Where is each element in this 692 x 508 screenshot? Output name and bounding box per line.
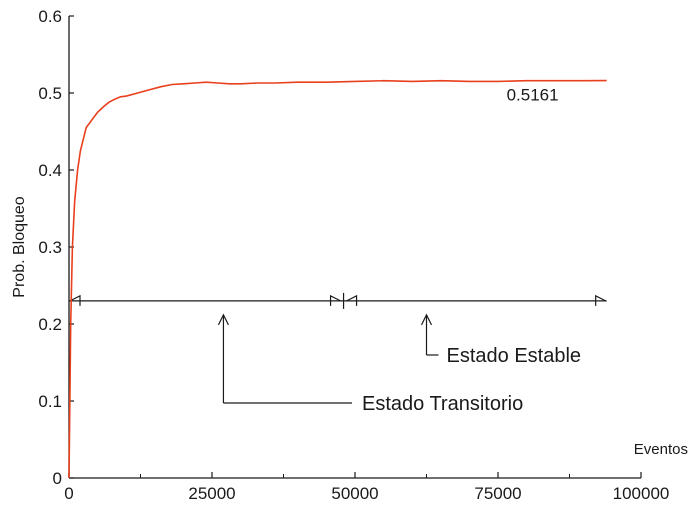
x-tick-label: 25000: [188, 484, 235, 503]
y-tick-label: 0.6: [38, 7, 62, 26]
annotations-layer: [69, 292, 607, 404]
arrowhead-transient-end: [329, 294, 341, 306]
x-tick-label: 75000: [474, 484, 521, 503]
y-axis-label: Prob. Bloqueo: [11, 196, 28, 298]
y-tick-label: 0.2: [38, 315, 62, 334]
y-tick-label: 0: [53, 469, 62, 488]
x-axis-label: Eventos: [634, 441, 688, 458]
y-tick-label: 0.5: [38, 84, 62, 103]
axes: 0 0.1 0.2 0.3 0.4 0.5 0.6 0 25000 50000 75000 10000…: [38, 7, 669, 503]
stable-state-label: Estado Estable: [447, 345, 582, 367]
final-value-label: 0.5161: [507, 86, 559, 105]
transient-state-label: Estado Transitorio: [362, 393, 523, 415]
arrowhead-stable-start: [346, 294, 358, 306]
transient-pointer-arrowhead: [217, 313, 229, 326]
x-tick-label: 0: [64, 484, 73, 503]
y-tick-label: 0.3: [38, 238, 62, 257]
y-tick-label: 0.1: [38, 392, 62, 411]
series-line-blocking-probability: [68, 79, 607, 479]
arrowhead-stable-end: [595, 294, 606, 306]
stable-pointer-arrowhead: [420, 313, 433, 326]
arrowhead-transient-start: [69, 294, 81, 306]
x-tick-label: 100000: [613, 484, 670, 503]
y-tick-label: 0.4: [38, 161, 62, 180]
x-tick-label: 50000: [331, 484, 378, 503]
